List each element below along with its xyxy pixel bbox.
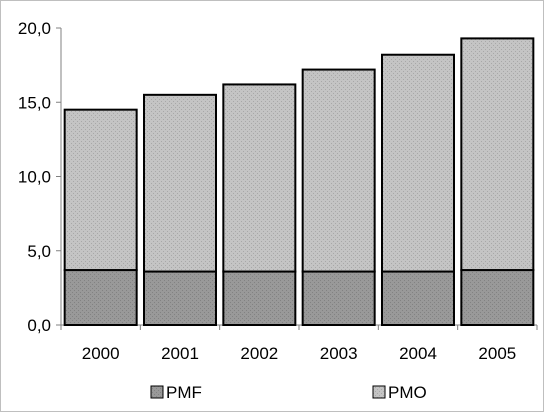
bar-pmf-2004: [381, 270, 455, 327]
bar-pmf-2003: [301, 270, 376, 327]
legend-label-pmo: PMO: [388, 383, 427, 402]
bar-pmf-2000: [63, 269, 138, 326]
bar-pmo-2005: [460, 37, 535, 272]
bar-pmf-2005: [460, 269, 535, 326]
bar-pmo-2004: [381, 53, 455, 273]
y-tick-label: 5,0: [27, 242, 51, 261]
bar-pmf-2001: [143, 270, 217, 327]
x-tick-label: 2003: [320, 344, 358, 363]
bar-pmo-2003: [301, 68, 376, 273]
bar-pmo-2002: [222, 83, 297, 273]
y-tick-label: 10,0: [18, 168, 51, 187]
legend: PMF PMO: [150, 383, 427, 402]
x-tick-label: 2000: [82, 344, 120, 363]
bar-pmo-2001: [143, 93, 217, 273]
x-tick-label: 2004: [399, 344, 437, 363]
tick-labels: 0,0 5,0 10,0 15,0 20,0 2000 2001 2002 2003 2004 20…: [18, 19, 516, 363]
x-tick-label: 2002: [240, 344, 278, 363]
legend-label-pmf: PMF: [166, 383, 202, 402]
bar-pmf-2002: [222, 270, 297, 327]
x-tick-label: 2005: [478, 344, 516, 363]
bar-pmo-2000: [63, 108, 138, 272]
y-tick-label: 20,0: [18, 19, 51, 38]
axes: [56, 27, 538, 330]
x-tick-label: 2001: [161, 344, 199, 363]
y-tick-label: 15,0: [18, 93, 51, 112]
legend-swatch-pmo: [372, 385, 386, 399]
legend-swatch-pmf: [150, 385, 164, 399]
bars: [63, 37, 535, 327]
y-tick-label: 0,0: [27, 316, 51, 335]
